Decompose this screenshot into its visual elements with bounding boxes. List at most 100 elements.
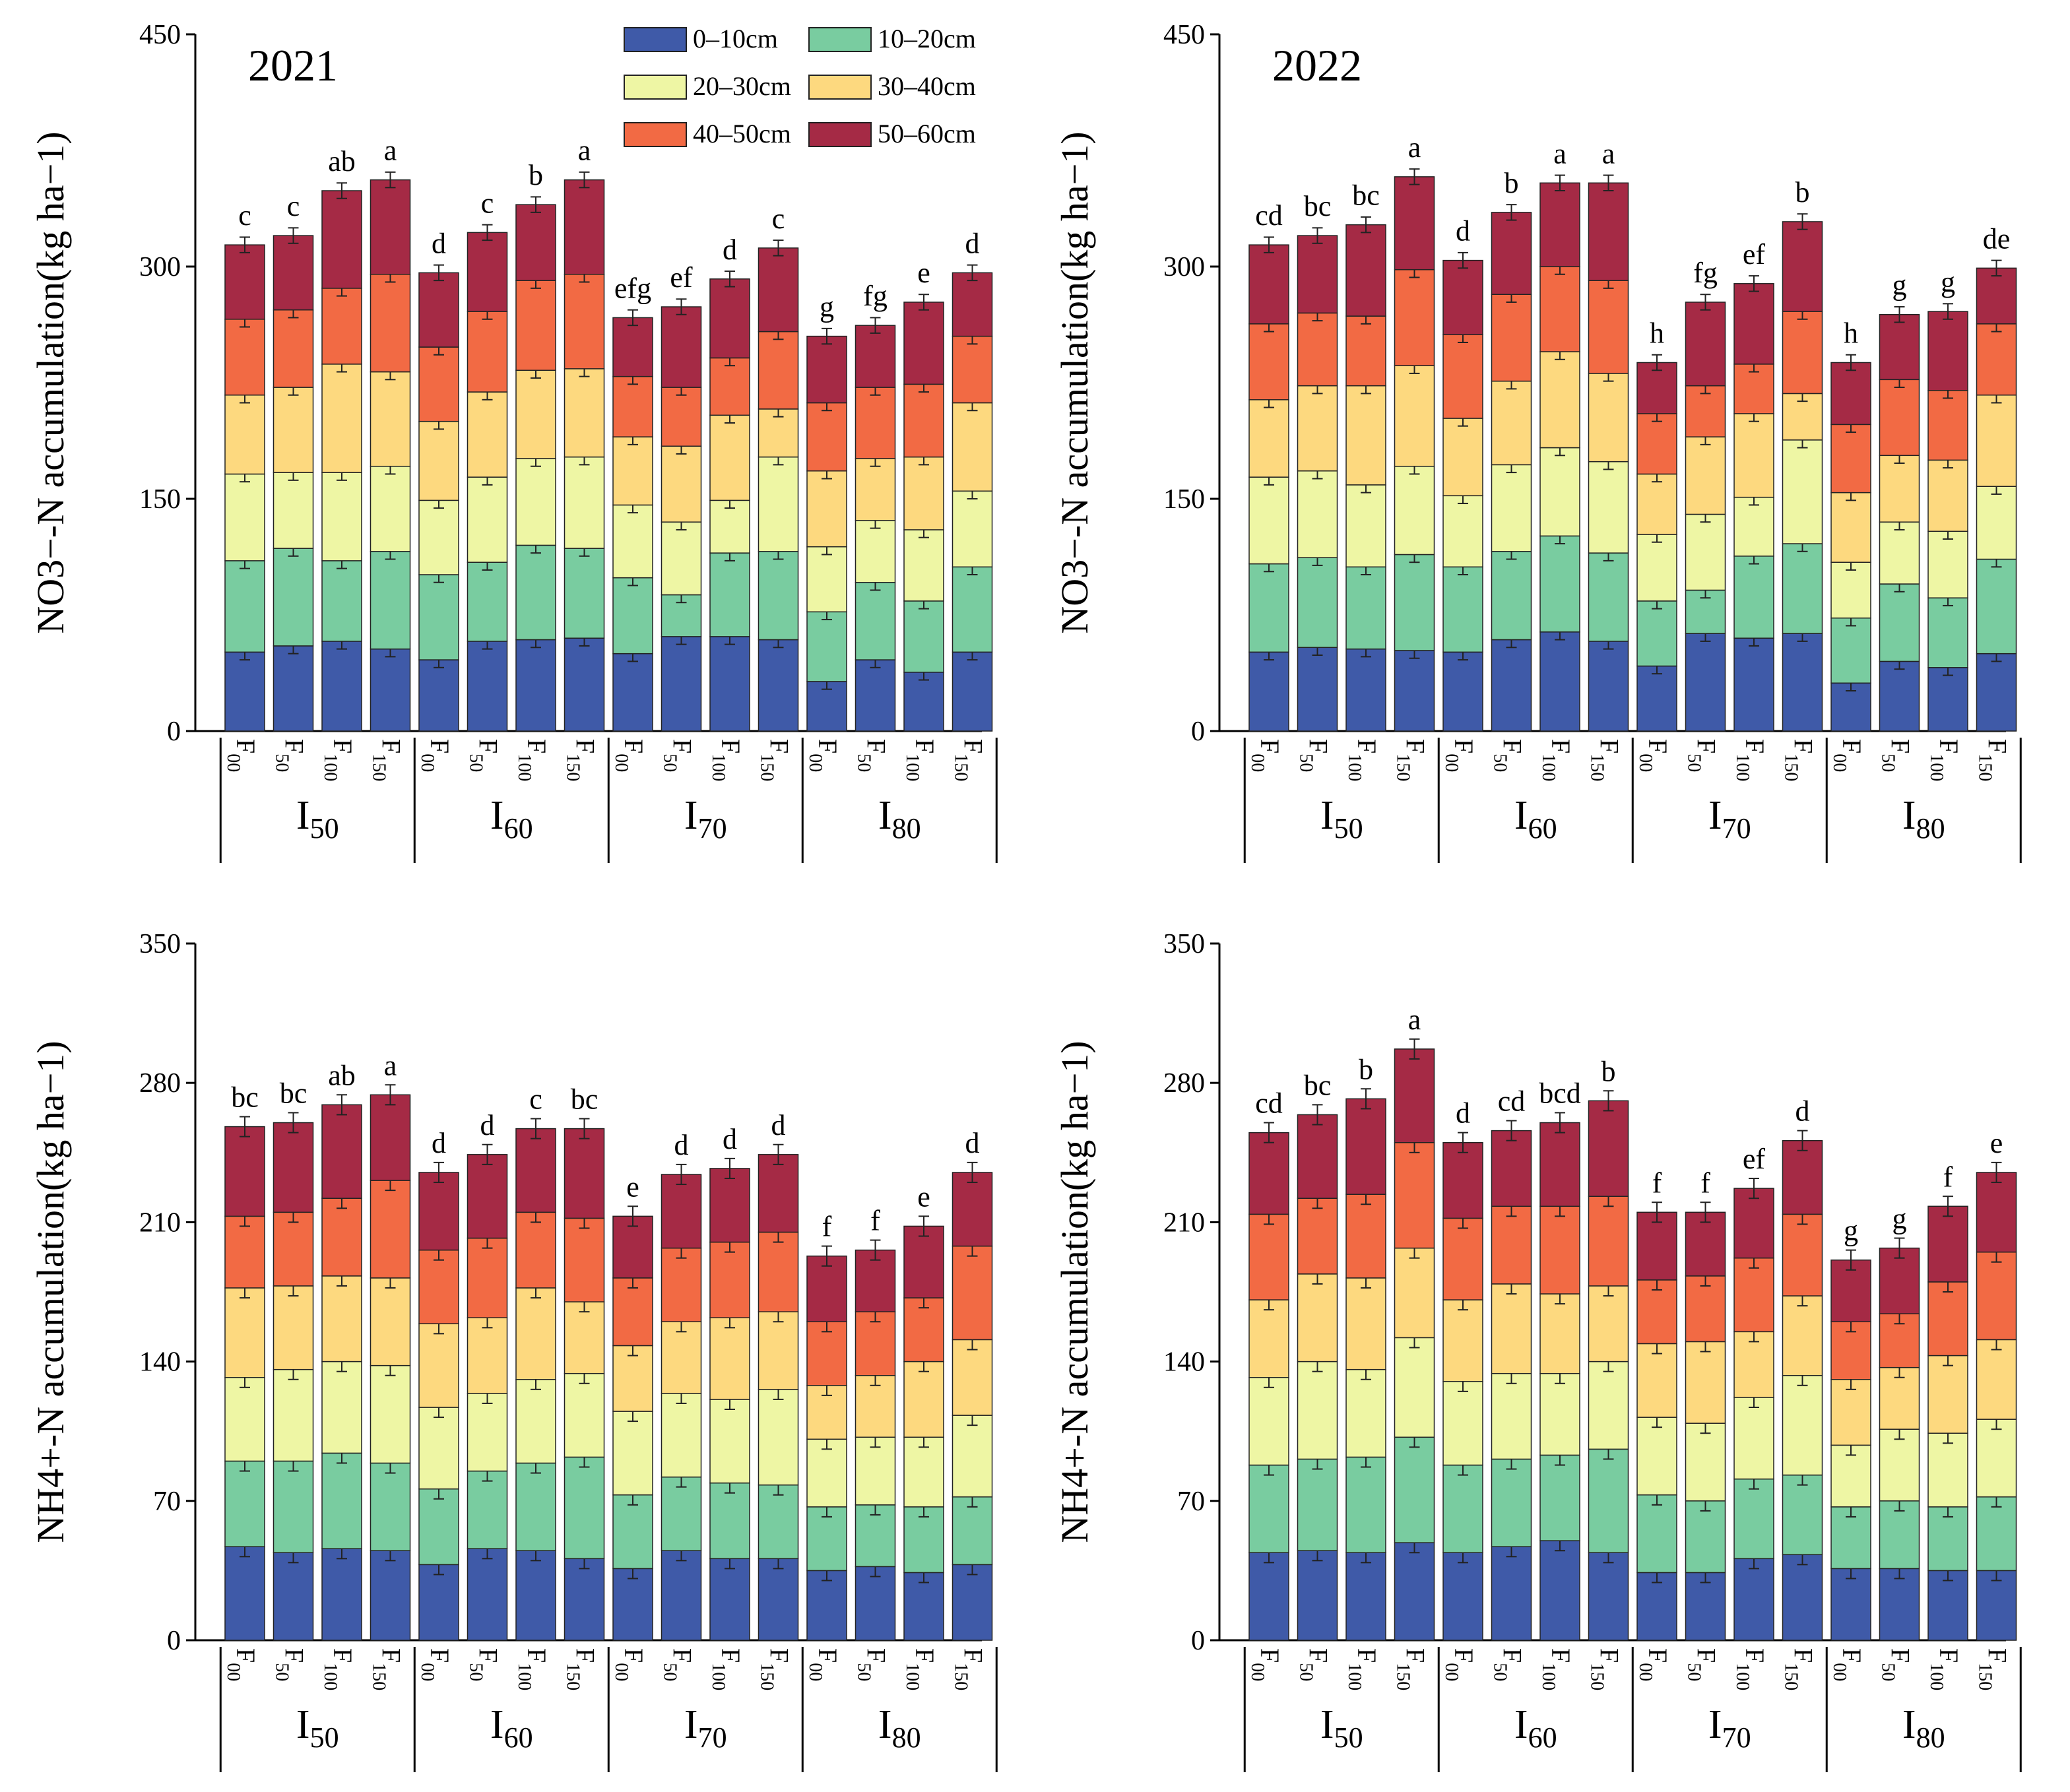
bar-segment-30-40cm <box>1345 385 1386 486</box>
bar-segment-30-40cm <box>903 1360 944 1438</box>
bar-segment-40-50cm <box>1297 1198 1338 1275</box>
bar-segment-20-30cm <box>1782 1374 1823 1476</box>
bar-segment-50-60cm <box>321 1104 362 1199</box>
bar-segment-30-40cm <box>612 1345 653 1412</box>
bar-segment-20-30cm <box>1879 1428 1920 1502</box>
category-label: F00 <box>611 739 649 772</box>
significance-letter: d <box>965 227 980 259</box>
bar-segment-40-50cm <box>1345 315 1386 387</box>
bar-segment-20-30cm <box>1588 461 1629 554</box>
significance-letter: d <box>723 1123 737 1155</box>
bar-segment-50-60cm <box>1345 224 1386 317</box>
bar-segment-10-20cm <box>1927 1506 1968 1572</box>
category-label: F00 <box>223 1648 261 1681</box>
bar-segment-20-30cm <box>1248 476 1289 565</box>
bar-segment-50-60cm <box>1442 1141 1483 1219</box>
bar-segment-0-10cm <box>321 641 362 732</box>
bar-segment-50-60cm <box>1685 302 1726 387</box>
significance-letter: a <box>1408 131 1421 164</box>
significance-letter: d <box>480 1109 495 1141</box>
group-label-I60: I60 <box>1514 793 1557 845</box>
y-tick-label: 140 <box>139 1347 181 1378</box>
group-label-I50: I50 <box>296 793 339 845</box>
bar-segment-40-50cm <box>855 387 896 459</box>
bar-segment-30-40cm <box>515 1287 556 1380</box>
bar-segment-30-40cm <box>1733 413 1774 498</box>
bar-segment-30-40cm <box>709 1317 750 1400</box>
bar-segment-10-20cm <box>1248 1464 1289 1553</box>
bar-segment-20-30cm <box>224 1376 265 1462</box>
bar-I70-F100: d <box>709 1123 750 1641</box>
bar-I60-F150: bc <box>564 1083 605 1641</box>
bar-segment-50-60cm <box>903 302 944 385</box>
bar-segment-0-10cm <box>1733 637 1774 732</box>
bar-segment-10-20cm <box>370 551 411 650</box>
bar-I70-F50: d <box>661 1129 702 1641</box>
bar-segment-0-10cm <box>1394 650 1435 732</box>
significance-letter: a <box>1553 137 1567 170</box>
category-label: F00 <box>1635 1648 1673 1681</box>
bar-segment-0-10cm <box>1685 1572 1726 1641</box>
bar-segment-40-50cm <box>1927 389 1968 461</box>
bar-I60-F50: c <box>467 187 508 732</box>
bar-segment-20-30cm <box>1976 1419 2017 1498</box>
bar-segment-20-30cm <box>321 1360 362 1454</box>
y-tick-label: 140 <box>1163 1347 1205 1378</box>
bar-segment-30-40cm <box>1927 1355 1968 1434</box>
bar-segment-10-20cm <box>1830 617 1871 684</box>
bar-segment-40-50cm <box>467 311 508 393</box>
significance-letter: f <box>1943 1161 1953 1193</box>
legend-item: 50–60cm <box>808 119 976 148</box>
bar-segment-10-20cm <box>709 552 750 637</box>
bar-segment-20-30cm <box>1879 521 1920 585</box>
category-label: F100 <box>320 739 358 781</box>
bar-I70-F150: d <box>1782 1095 1823 1641</box>
bar-I50-F150: a <box>370 135 411 732</box>
bar-I50-F00: c <box>224 199 265 732</box>
bar-segment-30-40cm <box>1491 380 1532 466</box>
bar-segment-10-20cm <box>224 560 265 653</box>
bar-segment-10-20cm <box>1491 551 1532 641</box>
bar-segment-50-60cm <box>1976 1172 2017 1253</box>
bar-segment-30-40cm <box>321 364 362 473</box>
category-label: F00 <box>805 1648 843 1681</box>
significance-letter: bc <box>1304 190 1332 222</box>
significance-letter: bc <box>280 1077 307 1110</box>
bar-I60-F150: a <box>1588 137 1629 732</box>
bar-segment-30-40cm <box>273 1285 314 1370</box>
bar-segment-0-10cm <box>855 659 896 732</box>
bar-I80-F100: e <box>903 1180 944 1641</box>
bar-segment-40-50cm <box>661 387 702 447</box>
bar-segment-20-30cm <box>1685 1423 1726 1502</box>
bar-segment-0-10cm <box>515 1550 556 1641</box>
bar-segment-30-40cm <box>1297 385 1338 472</box>
bar-segment-0-10cm <box>758 639 799 732</box>
bar-segment-40-50cm <box>1636 413 1677 475</box>
category-label: F50 <box>1490 1648 1528 1681</box>
bar-segment-0-10cm <box>564 1558 605 1641</box>
bar-segment-20-30cm <box>952 1415 993 1498</box>
bar-segment-20-30cm <box>1927 1432 1968 1508</box>
bar-segment-0-10cm <box>1442 651 1483 732</box>
bar-segment-0-10cm <box>1976 653 2017 732</box>
category-label: F50 <box>272 739 309 772</box>
significance-letter: ef <box>1743 238 1766 271</box>
bar-segment-30-40cm <box>1539 1293 1580 1374</box>
bar-segment-10-20cm <box>612 577 653 655</box>
bar-segment-10-20cm <box>1442 566 1483 653</box>
bar-segment-50-60cm <box>1539 182 1580 267</box>
bar-segment-20-30cm <box>1636 534 1677 602</box>
bar-segment-0-10cm <box>1539 1540 1580 1641</box>
bar-I80-F00: g <box>1830 1215 1871 1641</box>
y-tick-label: 0 <box>1191 1626 1205 1656</box>
category-label: F50 <box>466 1648 503 1681</box>
bar-segment-40-50cm <box>1248 323 1289 400</box>
significance-letter: bc <box>571 1083 598 1116</box>
bar-segment-20-30cm <box>855 520 896 583</box>
bar-segment-30-40cm <box>564 1301 605 1374</box>
bar-segment-10-20cm <box>1685 1500 1726 1574</box>
bar-segment-50-60cm <box>1976 267 2017 325</box>
bar-segment-30-40cm <box>1394 365 1435 467</box>
bar-I60-F100: c <box>515 1083 556 1641</box>
significance-letter: c <box>481 187 494 219</box>
